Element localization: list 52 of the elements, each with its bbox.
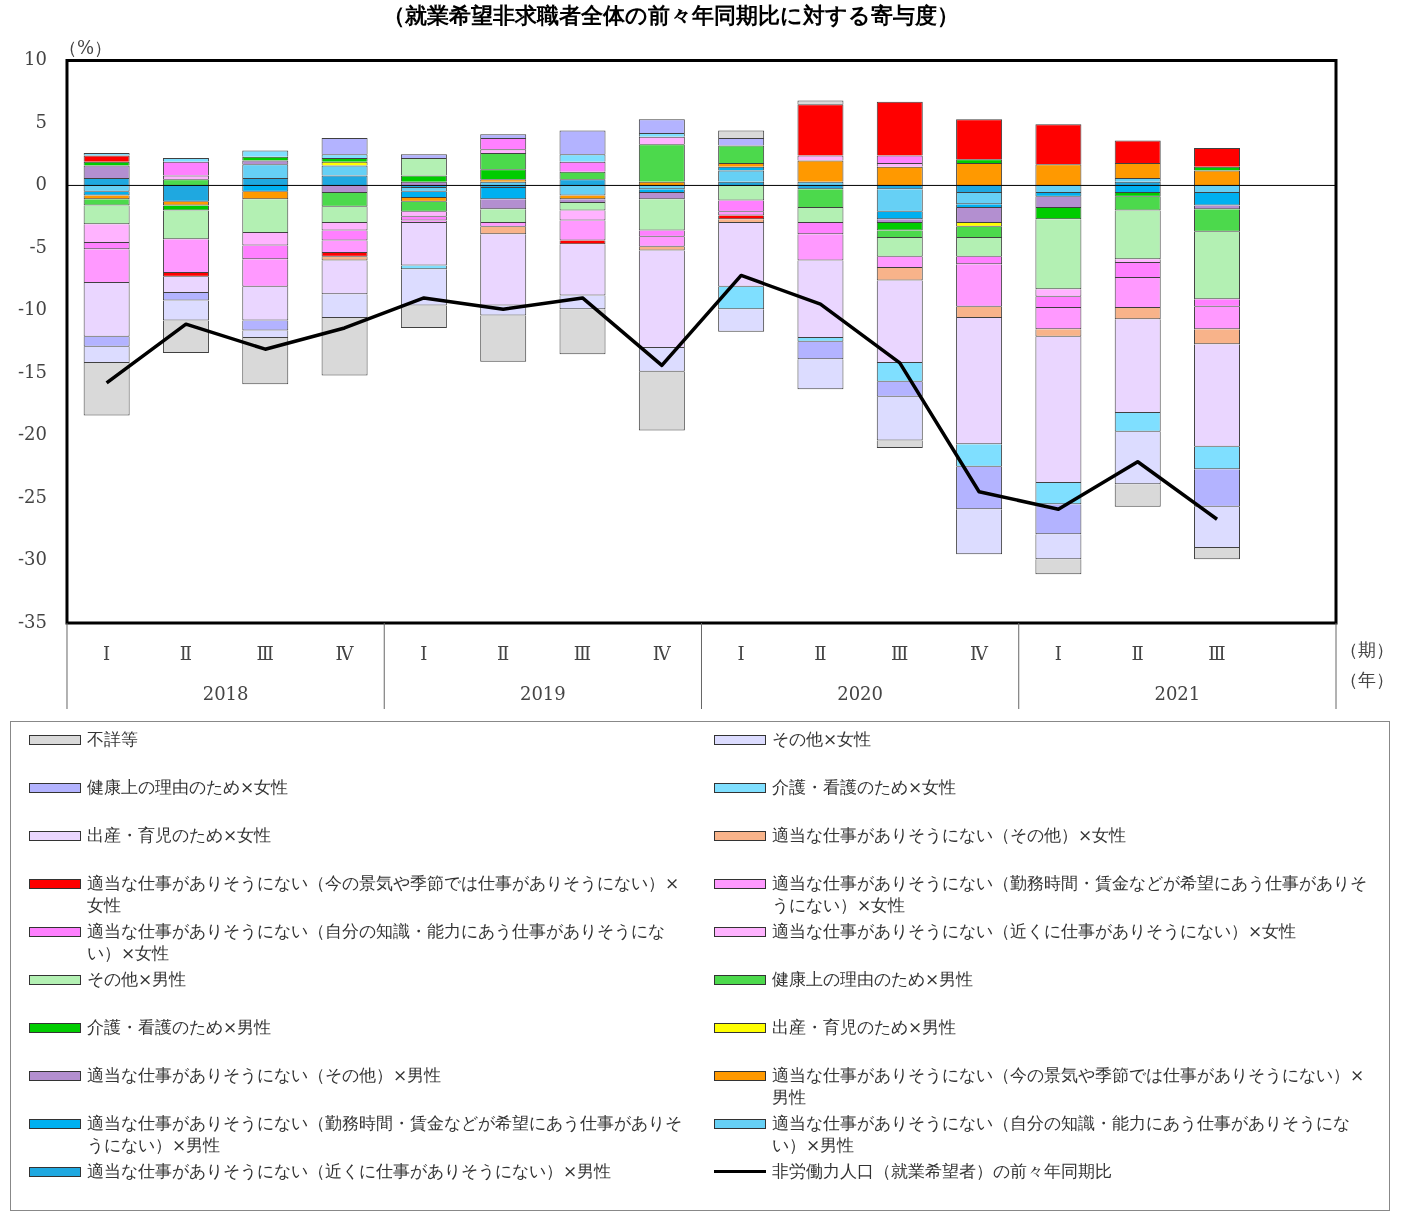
- x-tick-label: Ⅱ: [1131, 643, 1144, 665]
- legend-label: 適当な仕事がありそうにない（勤務時間・賃金などが希望にあう仕事がありそうにない）×男性: [87, 1112, 683, 1156]
- legend-label: 適当な仕事がありそうにない（その他）×男性: [87, 1064, 442, 1086]
- text: 2020: [837, 682, 884, 704]
- x-tick-label: Ⅰ: [420, 643, 428, 665]
- y-tick-label: 0: [35, 173, 47, 195]
- legend-label: 健康上の理由のため×男性: [772, 968, 974, 990]
- legend-label: 非労働力人口（就業希望者）の前々年同期比: [772, 1160, 1112, 1182]
- x-tick-label: Ⅱ: [497, 643, 510, 665]
- legend-label: 適当な仕事がありそうにない（その他）×女性: [772, 824, 1127, 846]
- x-tick-label: Ⅲ: [573, 643, 592, 665]
- y-axis-title: （%）: [58, 37, 113, 59]
- x-axis-title: （期）（年）: [1340, 638, 1394, 690]
- chart-title: （就業希望非求職者全体の前々年同期比に対する寄与度）: [383, 1, 959, 28]
- legend-label: 適当な仕事がありそうにない（近くに仕事がありそうにない）×男性: [87, 1160, 612, 1182]
- x-tick-label: Ⅰ: [1054, 643, 1062, 665]
- text: 2021: [1154, 682, 1201, 704]
- legend-label: 出産・育児のため×女性: [87, 824, 272, 846]
- y-tick-label: -30: [17, 548, 47, 570]
- legend-label: 健康上の理由のため×女性: [87, 776, 289, 798]
- y-tick-label: 5: [35, 110, 47, 132]
- legend-label: 適当な仕事がありそうにない（自分の知識・能力にあう仕事がありそうにない）×女性: [87, 920, 666, 964]
- x-tick-label: Ⅳ: [335, 643, 355, 665]
- x-tick-label: Ⅲ: [891, 643, 909, 665]
- legend-label: 適当な仕事がありそうにない（今の景気や季節では仕事がありそうにない）×男性: [772, 1064, 1366, 1108]
- x-tick-label: Ⅲ: [256, 643, 274, 665]
- legend-label: 適当な仕事がありそうにない（今の景気や季節では仕事がありそうにない）×女性: [87, 872, 681, 916]
- x-tick-label: Ⅳ: [970, 643, 990, 665]
- legend-label: 適当な仕事がありそうにない（自分の知識・能力にあう仕事がありそうにない）×男性: [772, 1112, 1351, 1156]
- y-tick-label: -20: [17, 423, 47, 445]
- legend-label: 適当な仕事がありそうにない（勤務時間・賃金などが希望にあう仕事がありそうにない）×女性: [772, 872, 1368, 916]
- x-tick-label: Ⅱ: [179, 643, 193, 665]
- text: 2019: [519, 682, 566, 704]
- x-tick-label: Ⅱ: [814, 643, 827, 665]
- legend-label: その他×女性: [772, 728, 872, 750]
- y-tick-label: -5: [29, 235, 47, 257]
- legend-label: 適当な仕事がありそうにない（近くに仕事がありそうにない）×女性: [772, 920, 1297, 942]
- y-tick-label: -15: [17, 360, 47, 382]
- y-tick-label: 10: [24, 48, 47, 70]
- y-tick-label: -25: [17, 485, 47, 507]
- x-tick-label: Ⅳ: [652, 643, 672, 665]
- legend-label: その他×男性: [87, 968, 187, 990]
- x-tick-label: Ⅰ: [737, 643, 745, 665]
- x-tick-label: Ⅰ: [103, 643, 111, 665]
- legend-label: 出産・育児のため×男性: [772, 1016, 957, 1038]
- legend-label: 介護・看護のため×女性: [772, 776, 957, 798]
- legend-label: 不詳等: [87, 728, 138, 750]
- legend-label: 介護・看護のため×男性: [87, 1016, 272, 1038]
- y-tick-label: -10: [17, 298, 47, 320]
- x-tick-label: Ⅲ: [1208, 643, 1226, 665]
- text: 2018: [202, 682, 249, 704]
- y-tick-label: -35: [17, 610, 47, 632]
